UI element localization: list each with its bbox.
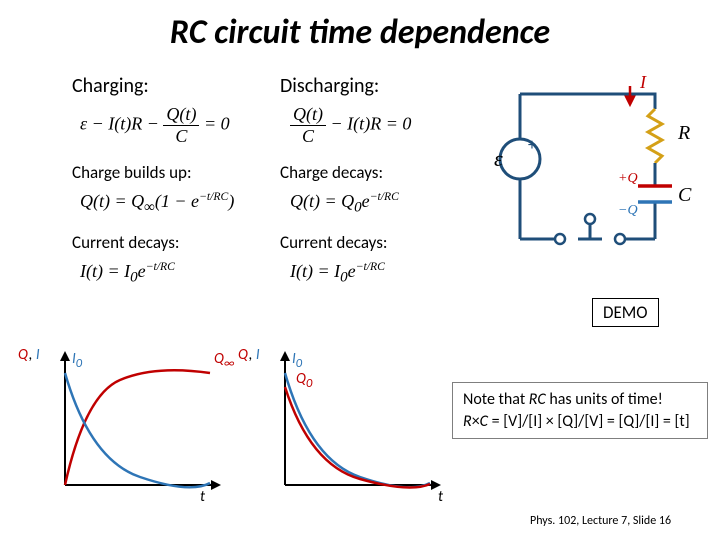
eq-q-charging: Q(t) = Q∞(1 − e−t/RC)	[80, 190, 234, 217]
charging-I0: I0	[72, 350, 82, 371]
svg-text:ε: ε	[494, 146, 503, 171]
circuit-diagram: I R C +Q −Q ε +	[490, 74, 700, 264]
eq-discharging-kvl: Q(t)C − I(t)R = 0	[290, 104, 411, 147]
svg-text:I: I	[639, 74, 647, 92]
note-line1: Note that RC has units of time!	[463, 389, 697, 411]
discharging-graph	[250, 345, 450, 505]
charging-header: Charging:	[72, 74, 149, 98]
demo-badge: DEMO	[592, 298, 659, 327]
discharging-Q0: Q0	[296, 370, 312, 391]
svg-text:C: C	[678, 184, 692, 206]
charging-Qinf: Q∞	[214, 350, 235, 371]
charging-graph	[30, 345, 230, 505]
eq-i-charging: I(t) = I0e−t/RC	[80, 260, 175, 287]
svg-text:R: R	[677, 122, 690, 144]
note-box: Note that RC has units of time! R×C = [V…	[452, 382, 708, 439]
discharging-header: Discharging:	[280, 74, 379, 98]
discharging-xlabel: t	[438, 488, 443, 506]
charge-builds-up-label: Charge builds up:	[72, 162, 192, 183]
slide-footer: Phys. 102, Lecture 7, Slide 16	[530, 514, 671, 528]
discharging-ylabel: Q, I	[238, 346, 260, 364]
current-decays-right-label: Current decays:	[280, 232, 387, 253]
svg-text:+: +	[528, 136, 536, 155]
page-title: RC circuit time dependence	[0, 0, 720, 53]
current-decays-left-label: Current decays:	[72, 232, 179, 253]
svg-text:+Q: +Q	[618, 171, 638, 186]
charging-xlabel: t	[200, 488, 205, 506]
eq-i-discharging: I(t) = I0e−t/RC	[290, 260, 385, 287]
charging-ylabel: Q, I	[18, 346, 40, 364]
charge-decays-label: Charge decays:	[280, 162, 383, 183]
svg-text:−Q: −Q	[618, 203, 638, 218]
eq-q-discharging: Q(t) = Q0e−t/RC	[290, 190, 399, 217]
note-line2: R×C = [V]/[I] × [Q]/[V] = [Q]/[I] = [t]	[463, 411, 697, 433]
discharging-I0: I0	[292, 350, 302, 371]
eq-charging-kvl: ε − I(t)R − Q(t)C = 0	[80, 104, 230, 147]
